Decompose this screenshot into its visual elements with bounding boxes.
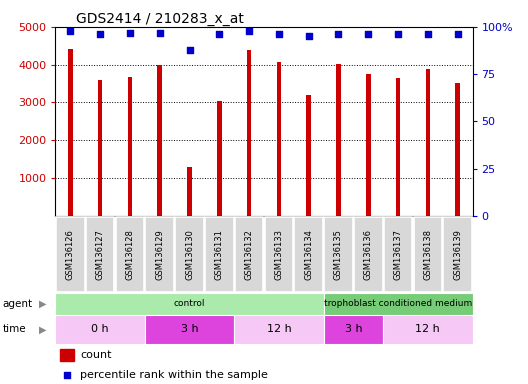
Text: GSM136127: GSM136127	[96, 229, 105, 280]
Bar	[456, 83, 460, 216]
Bar	[68, 49, 72, 216]
Bar	[187, 167, 192, 216]
Text: ▶: ▶	[39, 324, 46, 334]
Point	[366, 280, 374, 286]
FancyBboxPatch shape	[145, 217, 174, 292]
FancyBboxPatch shape	[235, 217, 263, 292]
FancyBboxPatch shape	[234, 315, 324, 344]
Point	[364, 31, 373, 38]
FancyBboxPatch shape	[56, 217, 84, 292]
Point	[215, 31, 223, 38]
Text: GDS2414 / 210283_x_at: GDS2414 / 210283_x_at	[76, 12, 244, 26]
Text: count: count	[80, 350, 112, 360]
Bar	[98, 80, 102, 216]
FancyBboxPatch shape	[175, 217, 204, 292]
Text: 12 h: 12 h	[416, 324, 440, 334]
Point	[126, 30, 134, 36]
Text: GSM136139: GSM136139	[453, 229, 462, 280]
Point	[394, 31, 402, 38]
Text: GSM136126: GSM136126	[66, 229, 75, 280]
Point	[305, 33, 313, 40]
FancyBboxPatch shape	[444, 217, 472, 292]
Bar	[336, 63, 341, 216]
FancyBboxPatch shape	[324, 293, 473, 315]
FancyBboxPatch shape	[383, 315, 473, 344]
Point	[334, 31, 343, 38]
FancyBboxPatch shape	[354, 217, 383, 292]
Text: 12 h: 12 h	[267, 324, 291, 334]
Text: GSM136135: GSM136135	[334, 229, 343, 280]
Bar	[396, 78, 400, 216]
Text: GSM136133: GSM136133	[275, 229, 284, 280]
Text: time: time	[3, 324, 26, 334]
Point	[96, 31, 105, 38]
Text: GSM136129: GSM136129	[155, 229, 164, 280]
FancyBboxPatch shape	[384, 217, 412, 292]
Text: GSM136138: GSM136138	[423, 229, 432, 280]
Text: GSM136132: GSM136132	[244, 229, 253, 280]
FancyBboxPatch shape	[55, 315, 145, 344]
FancyBboxPatch shape	[86, 217, 115, 292]
Text: 0 h: 0 h	[91, 324, 109, 334]
Text: GSM136131: GSM136131	[215, 229, 224, 280]
Text: GSM136128: GSM136128	[126, 229, 135, 280]
Text: percentile rank within the sample: percentile rank within the sample	[80, 370, 268, 380]
FancyBboxPatch shape	[55, 293, 324, 315]
FancyBboxPatch shape	[413, 217, 442, 292]
FancyBboxPatch shape	[265, 217, 293, 292]
Text: GSM136137: GSM136137	[393, 229, 402, 280]
FancyBboxPatch shape	[145, 315, 234, 344]
Point	[185, 46, 194, 53]
Text: ▶: ▶	[39, 299, 46, 309]
Text: GSM136130: GSM136130	[185, 229, 194, 280]
Point	[66, 28, 74, 34]
FancyBboxPatch shape	[295, 217, 323, 292]
Text: GSM136136: GSM136136	[364, 229, 373, 280]
Bar	[366, 74, 371, 216]
Text: agent: agent	[3, 299, 33, 309]
Bar	[217, 101, 222, 216]
Bar	[306, 95, 311, 216]
Bar	[157, 65, 162, 216]
FancyBboxPatch shape	[324, 217, 353, 292]
Text: trophoblast conditioned medium: trophoblast conditioned medium	[324, 299, 472, 308]
Text: GSM136134: GSM136134	[304, 229, 313, 280]
Bar	[426, 69, 430, 216]
Bar	[60, 349, 74, 361]
Bar	[277, 62, 281, 216]
FancyBboxPatch shape	[116, 217, 144, 292]
FancyBboxPatch shape	[205, 217, 233, 292]
Point	[454, 31, 462, 38]
Point	[155, 30, 164, 36]
Text: control: control	[174, 299, 205, 308]
Bar	[128, 77, 132, 216]
Text: 3 h: 3 h	[181, 324, 199, 334]
Text: 3 h: 3 h	[345, 324, 362, 334]
Point	[245, 28, 253, 34]
Point	[423, 31, 432, 38]
FancyBboxPatch shape	[324, 315, 383, 344]
Point	[275, 31, 283, 38]
Bar	[247, 50, 251, 216]
